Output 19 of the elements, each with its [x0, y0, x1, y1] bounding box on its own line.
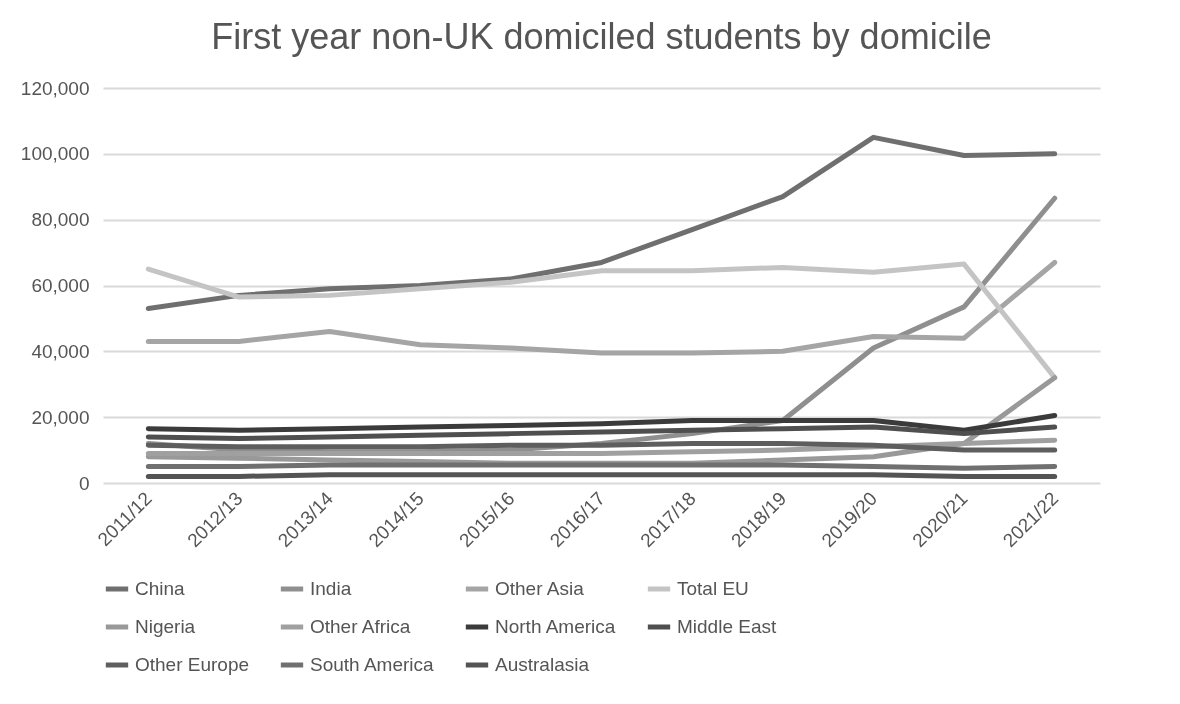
legend-label: Other Asia — [495, 578, 585, 599]
legend-label: Total EU — [677, 578, 749, 599]
legend-label: South America — [310, 654, 434, 675]
legend-label: North America — [495, 616, 616, 637]
legend-label: China — [135, 578, 186, 599]
legend-label: India — [310, 578, 352, 599]
legend-label: Middle East — [677, 616, 777, 637]
y-tick-label: 20,000 — [31, 406, 90, 428]
y-tick-label: 40,000 — [31, 340, 90, 362]
legend-label: Nigeria — [135, 616, 196, 637]
y-tick-label: 120,000 — [20, 77, 90, 99]
chart-title: First year non-UK domiciled students by domicile — [211, 16, 992, 57]
legend-label: Australasia — [495, 654, 590, 675]
y-tick-label: 80,000 — [31, 209, 90, 231]
y-tick-label: 100,000 — [20, 143, 90, 165]
legend-label: Other Africa — [310, 616, 411, 637]
y-tick-label: 0 — [78, 472, 90, 494]
legend-label: Other Europe — [135, 654, 250, 675]
y-tick-label: 60,000 — [31, 275, 90, 296]
